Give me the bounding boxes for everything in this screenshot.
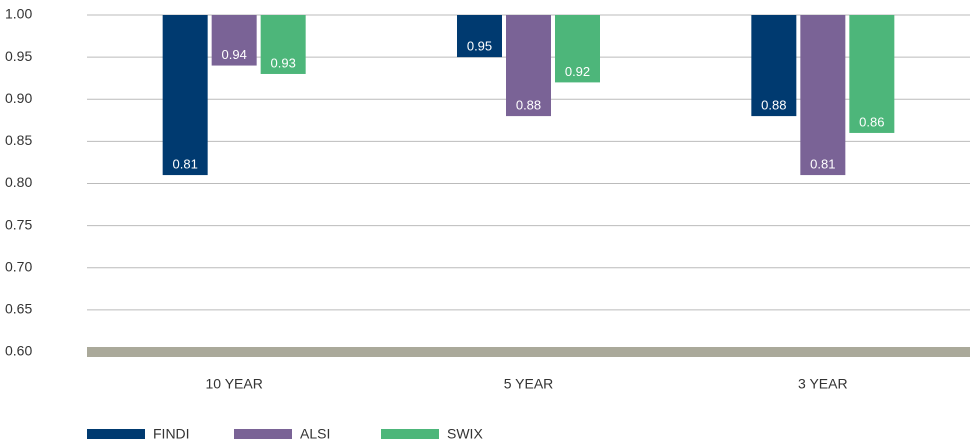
x-tick-label: 3 YEAR (798, 376, 848, 392)
bar (555, 15, 600, 83)
y-tick-label: 0.95 (5, 48, 32, 64)
bar (506, 15, 551, 117)
y-tick-label: 0.85 (5, 132, 32, 148)
bar (751, 15, 797, 117)
value-label: 0.81 (810, 157, 835, 172)
value-label: 0.81 (173, 157, 198, 172)
legend-label: SWIX (447, 426, 483, 442)
y-tick-label: 0.70 (5, 258, 32, 274)
value-label: 0.88 (761, 98, 786, 113)
y-tick-label: 0.65 (5, 301, 32, 317)
y-tick-label: 1.00 (5, 6, 32, 22)
legend-label: FINDI (153, 426, 190, 442)
value-label: 0.95 (467, 39, 492, 54)
bar (849, 15, 895, 133)
y-tick-label: 0.75 (5, 216, 32, 232)
legend-label: ALSI (300, 426, 330, 442)
value-label: 0.93 (271, 55, 296, 70)
bar (260, 15, 306, 74)
bar (457, 15, 502, 58)
value-label: 0.94 (222, 47, 247, 62)
bar (162, 15, 208, 176)
y-tick-label: 0.60 (5, 343, 32, 359)
legend-swatch (234, 429, 292, 439)
x-tick-label: 10 YEAR (205, 376, 262, 392)
y-tick-label: 0.90 (5, 90, 32, 106)
legend-swatch (87, 429, 145, 439)
value-label: 0.92 (565, 64, 590, 79)
y-tick-label: 0.80 (5, 174, 32, 190)
legend-swatch (381, 429, 439, 439)
bar (211, 15, 257, 66)
value-label: 0.86 (859, 114, 884, 129)
value-label: 0.88 (516, 98, 541, 113)
bar (800, 15, 846, 176)
x-tick-label: 5 YEAR (504, 376, 554, 392)
